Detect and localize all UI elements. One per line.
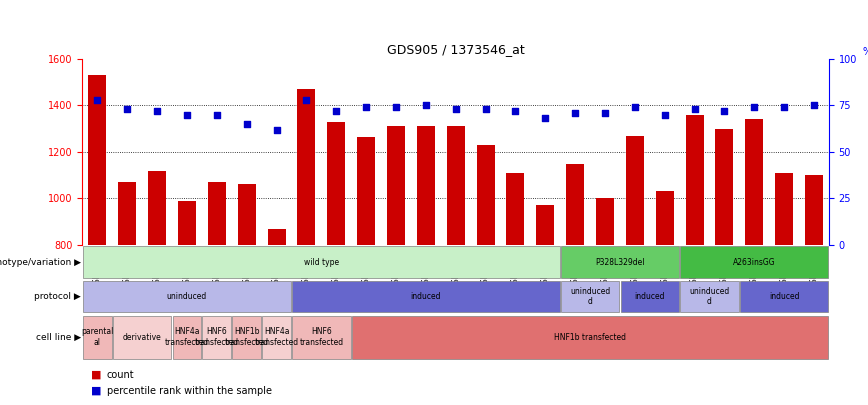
Point xyxy=(121,106,135,112)
Point xyxy=(359,104,373,111)
Bar xyxy=(357,137,375,245)
Point xyxy=(807,102,821,109)
Text: derivative: derivative xyxy=(122,333,161,342)
Text: induced: induced xyxy=(769,292,799,301)
Bar xyxy=(561,246,679,278)
Bar xyxy=(746,119,763,245)
Point xyxy=(747,104,761,111)
Text: HNF4a
transfected: HNF4a transfected xyxy=(254,328,299,347)
Bar xyxy=(267,229,286,245)
Bar xyxy=(113,316,172,358)
Text: count: count xyxy=(107,370,135,379)
Bar xyxy=(626,136,644,245)
Text: ■: ■ xyxy=(91,386,105,396)
Text: genotype/variation ▶: genotype/variation ▶ xyxy=(0,258,81,267)
Point xyxy=(150,108,164,114)
Bar xyxy=(238,185,256,245)
Point xyxy=(628,104,641,111)
Text: HNF6
transfected: HNF6 transfected xyxy=(299,328,344,347)
Bar xyxy=(83,246,560,278)
Bar xyxy=(202,316,231,358)
Title: GDS905 / 1373546_at: GDS905 / 1373546_at xyxy=(387,43,524,56)
Text: induced: induced xyxy=(635,292,665,301)
Bar xyxy=(178,201,196,245)
Text: HNF1b transfected: HNF1b transfected xyxy=(554,333,626,342)
Bar xyxy=(83,316,112,358)
Text: P328L329del: P328L329del xyxy=(595,258,645,267)
Point xyxy=(299,96,313,103)
Bar xyxy=(173,316,201,358)
Bar xyxy=(775,173,793,245)
Point xyxy=(329,108,343,114)
Point xyxy=(210,111,224,118)
Bar xyxy=(207,182,226,245)
Text: %: % xyxy=(863,47,868,57)
Text: A263insGG: A263insGG xyxy=(733,258,776,267)
Bar xyxy=(805,175,823,245)
Text: protocol ▶: protocol ▶ xyxy=(34,292,81,301)
Text: uninduced
d: uninduced d xyxy=(570,287,610,306)
Point xyxy=(509,108,523,114)
Point xyxy=(569,109,582,116)
Bar xyxy=(118,182,136,245)
Bar xyxy=(292,281,560,313)
Text: induced: induced xyxy=(411,292,441,301)
Text: HNF4a
transfected: HNF4a transfected xyxy=(165,328,209,347)
Point xyxy=(478,106,492,112)
Bar xyxy=(686,115,704,245)
Point xyxy=(538,115,552,122)
Bar xyxy=(681,246,828,278)
Text: wild type: wild type xyxy=(304,258,339,267)
Bar xyxy=(89,75,107,245)
Point xyxy=(777,104,791,111)
Bar xyxy=(740,281,828,313)
Point xyxy=(658,111,672,118)
Point xyxy=(419,102,433,109)
Point xyxy=(687,106,701,112)
Text: cell line ▶: cell line ▶ xyxy=(36,333,81,342)
Point xyxy=(240,121,253,127)
Text: uninduced: uninduced xyxy=(167,292,207,301)
Bar xyxy=(621,281,679,313)
Point xyxy=(449,106,463,112)
Bar xyxy=(327,122,345,245)
Text: parental
al: parental al xyxy=(82,328,114,347)
Point xyxy=(180,111,194,118)
Text: percentile rank within the sample: percentile rank within the sample xyxy=(107,386,272,396)
Bar xyxy=(447,126,464,245)
Bar xyxy=(298,89,315,245)
Bar xyxy=(292,316,351,358)
Text: HNF6
transfected: HNF6 transfected xyxy=(194,328,239,347)
Text: HNF1b
transfected: HNF1b transfected xyxy=(225,328,269,347)
Bar xyxy=(262,316,291,358)
Point xyxy=(389,104,403,111)
Bar xyxy=(233,316,261,358)
Bar xyxy=(536,205,555,245)
Bar xyxy=(715,129,733,245)
Bar xyxy=(596,198,614,245)
Bar xyxy=(681,281,739,313)
Bar xyxy=(506,173,524,245)
Bar xyxy=(417,126,435,245)
Bar xyxy=(148,171,166,245)
Point xyxy=(270,126,284,133)
Bar xyxy=(561,281,620,313)
Point xyxy=(598,109,612,116)
Bar xyxy=(83,281,291,313)
Point xyxy=(718,108,732,114)
Bar xyxy=(352,316,828,358)
Bar xyxy=(477,145,495,245)
Bar xyxy=(566,164,584,245)
Bar xyxy=(655,192,674,245)
Text: uninduced
d: uninduced d xyxy=(689,287,730,306)
Text: ■: ■ xyxy=(91,370,105,379)
Bar xyxy=(387,126,405,245)
Point xyxy=(90,96,104,103)
